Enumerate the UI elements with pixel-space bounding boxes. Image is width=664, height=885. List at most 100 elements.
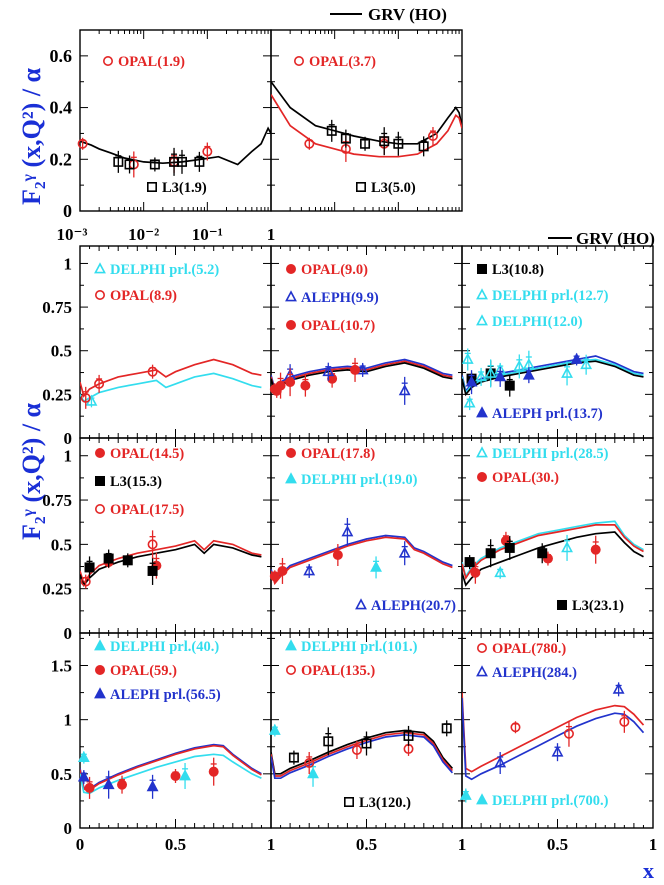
theory-curve-cyan: [80, 372, 262, 403]
data-point: [146, 780, 159, 792]
axis-tick-labels: 00.20.40.610⁻³ 10⁻² 10⁻¹ 100.250.50.75100.2…: [42, 46, 657, 854]
theory-curve-red: [271, 94, 462, 158]
data-point: [485, 548, 496, 559]
data-point: [459, 788, 472, 800]
panels: OPAL(1.9) L3(1.9) OPAL(3.7) L3(5.0) DELPHI p…: [77, 29, 654, 829]
panel-row1-col2: OPAL(9.0) ALEPH(9.9) OPAL(10.7): [269, 245, 463, 439]
legend-label: ALEPH prl.(13.7): [492, 406, 603, 422]
legend-label: OPAL(780.): [492, 641, 566, 657]
y-tick-label: 0.75: [42, 491, 72, 510]
y-tick-label: 0.5: [51, 342, 72, 361]
y-tick-label: 0.2: [50, 149, 73, 169]
legend-label: ALEPH(284.): [492, 665, 577, 681]
y-tick-label: 0: [64, 624, 73, 643]
data-point: [147, 539, 158, 550]
legend-marker: [95, 664, 106, 675]
data-point: [307, 767, 319, 779]
data-point: [103, 553, 114, 564]
legend-marker: [285, 290, 297, 302]
x-tick-label: 10⁻¹: [192, 225, 223, 244]
y-tick-label: 1: [64, 447, 73, 466]
data-point: [208, 766, 219, 777]
panel-row3-col1: DELPHI prl.(40.) OPAL(59.) ALEPH prl.(56.5…: [77, 632, 272, 829]
bottom-legend-label: GRV (HO): [576, 229, 655, 248]
data-point: [356, 363, 369, 375]
data-point: [304, 757, 315, 768]
y-tick-label: 0.5: [51, 765, 72, 784]
top-legend-label: GRV (HO): [368, 5, 447, 24]
data-point: [117, 779, 128, 790]
legend-label: OPAL(135.): [301, 663, 375, 679]
data-point: [504, 542, 515, 553]
y-tick-label: 0: [63, 201, 72, 221]
legend-marker: [355, 598, 367, 610]
y-tick-label: 1: [64, 254, 73, 273]
legend-label: ALEPH(20.7): [371, 598, 456, 614]
data-point: [427, 131, 438, 142]
legend-label: OPAL(10.7): [301, 318, 375, 334]
data-point: [563, 728, 574, 739]
data-point: [268, 723, 281, 735]
legend-label: OPAL(17.8): [301, 446, 375, 462]
y-tick-label: 0.25: [42, 385, 72, 404]
legend-marker: [285, 319, 296, 330]
legend-marker: [95, 475, 106, 486]
panel-row3-col2: DELPHI prl.(101.) OPAL(135.) L3(120.): [268, 632, 463, 829]
data-point: [561, 541, 573, 553]
data-point: [393, 138, 404, 149]
data-point: [350, 364, 361, 375]
legend-marker: [476, 263, 487, 274]
legend-marker: [285, 263, 296, 274]
data-point: [300, 380, 311, 391]
data-point: [147, 366, 158, 377]
x-tick-label: 10⁻²: [128, 225, 159, 244]
x-tick-label: 1: [649, 835, 658, 854]
data-point: [494, 370, 507, 382]
legend-marker: [103, 55, 114, 66]
legend-label: L3(10.8): [492, 262, 544, 278]
data-point: [580, 357, 593, 370]
data-point: [570, 352, 583, 364]
top-ylabel: F₂ᵞ (x,Q²) / α: [17, 67, 46, 205]
panel-frame: [270, 29, 463, 212]
data-point: [271, 385, 282, 396]
panel-frame: [79, 437, 272, 634]
legend-marker: [293, 55, 304, 66]
data-point: [403, 730, 414, 741]
data-point: [80, 392, 91, 403]
theory-curve-blue: [462, 697, 645, 781]
legend-marker: [476, 471, 487, 482]
legend-label: OPAL(3.7): [309, 54, 376, 70]
theory-curve-black: [80, 543, 262, 587]
panel-row3-col3: OPAL(780.) ALEPH(284.) DELPHI prl.(700.): [459, 632, 654, 829]
data-point: [102, 777, 115, 790]
data-point: [464, 557, 475, 568]
bottom-ylabel: F₂ᵞ (x,Q²) / α: [17, 402, 46, 540]
data-point: [80, 576, 91, 587]
data-point: [612, 682, 625, 694]
x-tick-label: 1: [267, 225, 276, 244]
data-point: [122, 555, 133, 566]
legend-marker: [95, 447, 106, 458]
legend-marker: [476, 406, 488, 418]
data-point: [513, 359, 526, 371]
data-point: [176, 156, 187, 167]
legend-label: L3(5.0): [371, 180, 416, 196]
data-point: [484, 366, 497, 378]
data-point: [269, 571, 280, 582]
data-point: [461, 352, 474, 364]
panel-top-left: OPAL(1.9) L3(1.9): [77, 29, 272, 212]
legend-label: DELPHI prl.(19.0): [301, 472, 418, 488]
data-point: [619, 716, 630, 727]
data-point: [522, 368, 535, 380]
data-point: [361, 738, 372, 749]
data-point: [463, 396, 476, 408]
data-point: [285, 377, 296, 388]
panel-top-right: OPAL(3.7) L3(5.0): [270, 29, 463, 212]
panel-row1-col1: DELPHI prl.(5.2) OPAL(8.9): [79, 245, 272, 439]
data-point: [441, 723, 452, 734]
panel-row2-col3: DELPHI prl.(28.5) OPAL(30.) L3(23.1): [461, 437, 654, 634]
legend-label: DELPHI prl.(28.5): [492, 446, 609, 462]
x-tick-label: 1: [267, 835, 276, 854]
